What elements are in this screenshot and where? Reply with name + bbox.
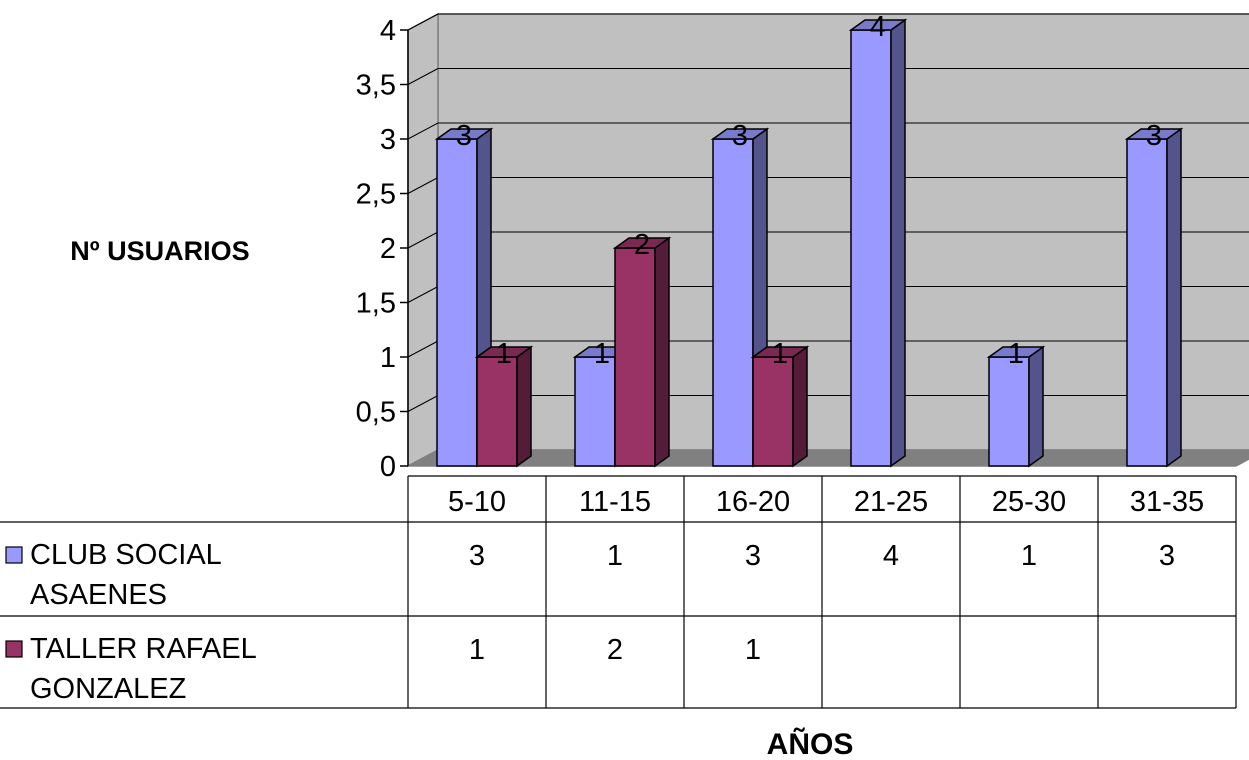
table-cell: 1 — [469, 634, 485, 666]
bar-1-21-25 — [850, 29, 892, 467]
legend-label-1: CLUB SOCIAL — [30, 539, 222, 571]
plot-wall — [407, 12, 1249, 468]
y-tick-label: 1 — [380, 342, 396, 374]
bar-top — [1124, 128, 1184, 140]
bar-top — [612, 237, 672, 249]
gridline-side — [407, 122, 439, 140]
bar-top — [434, 128, 494, 140]
legend-label-2: TALLER RAFAEL — [30, 633, 257, 665]
legend-label-1: ASAENES — [30, 579, 167, 611]
x-tick-label: 16-20 — [716, 486, 790, 518]
bar-2-11-15 — [614, 247, 656, 467]
table-cell: 4 — [883, 540, 899, 572]
data-label: 3 — [456, 120, 472, 152]
data-label: 4 — [870, 11, 886, 43]
x-tick-label: 21-25 — [854, 486, 928, 518]
gridline-side — [407, 286, 439, 303]
x-tick-label: 5-10 — [448, 486, 506, 518]
bar-top — [750, 346, 810, 358]
bar-side — [654, 236, 670, 468]
gridline-side — [407, 68, 439, 85]
gridline-side — [407, 231, 439, 249]
legend-key-2 — [5, 640, 23, 658]
gridline-side — [407, 340, 439, 358]
y-tick-label: 3,5 — [356, 70, 396, 102]
bar-top — [848, 19, 908, 31]
y-tick-label: 0,5 — [356, 397, 396, 429]
bar-1-5-10 — [436, 138, 478, 467]
data-table: 5-10 11-15 16-20 21-25 25-30 31-35 CLUB SOCIAL… — [0, 475, 1237, 709]
bar-top — [710, 128, 770, 140]
bar-1-31-35 — [1126, 138, 1168, 467]
legend-key-1 — [5, 546, 23, 564]
data-label: 1 — [772, 338, 788, 370]
data-labels: 3 1 1 2 3 1 4 1 3 — [456, 11, 1162, 370]
bar-side — [516, 345, 532, 468]
floor — [407, 449, 1249, 467]
data-label: 1 — [1008, 338, 1024, 370]
x-tick-label: 25-30 — [992, 486, 1066, 518]
x-tick-label: 11-15 — [579, 486, 651, 518]
table-cell: 1 — [745, 634, 761, 666]
bars — [434, 18, 1184, 468]
bar-1-16-20 — [712, 138, 754, 467]
table-cell: 1 — [1021, 540, 1037, 572]
y-axis-ticks: 0 0,5 1 1,5 2 2,5 3 3,5 4 — [356, 15, 409, 483]
table-cell: 3 — [469, 540, 485, 572]
y-tick-label: 0 — [380, 451, 396, 483]
gridline-side — [407, 395, 439, 412]
data-label: 1 — [496, 338, 512, 370]
bar-1-25-30 — [988, 356, 1030, 467]
y-tick-label: 1,5 — [356, 288, 396, 320]
x-tick-label: 31-35 — [1130, 486, 1204, 518]
y-tick-label: 3 — [380, 124, 396, 156]
table-cell: 3 — [1159, 540, 1175, 572]
bar-2-16-20 — [752, 356, 794, 467]
data-label: 3 — [1146, 120, 1162, 152]
table-cell: 1 — [607, 540, 623, 572]
data-label: 3 — [732, 120, 748, 152]
bar-1-11-15 — [574, 356, 616, 467]
table-cell: 2 — [607, 634, 623, 666]
bar-side — [792, 345, 808, 468]
bar-side — [1028, 345, 1044, 468]
gridline-side — [407, 177, 439, 194]
y-tick-label: 2 — [380, 233, 396, 265]
data-label: 1 — [594, 338, 610, 370]
bar-side — [1166, 127, 1182, 468]
bar-top — [474, 346, 534, 358]
bar-side — [890, 18, 906, 468]
y-tick-label: 4 — [380, 15, 396, 47]
y-axis-label: Nº USUARIOS — [70, 236, 249, 266]
data-label: 2 — [634, 229, 650, 261]
table-cell: 3 — [745, 540, 761, 572]
legend-label-2: GONZALEZ — [30, 673, 186, 705]
bar-2-5-10 — [476, 356, 518, 467]
bar-top — [986, 346, 1046, 358]
x-axis-label: AÑOS — [767, 727, 854, 760]
gridline-side — [407, 13, 439, 31]
y-tick-label: 2,5 — [356, 179, 396, 211]
